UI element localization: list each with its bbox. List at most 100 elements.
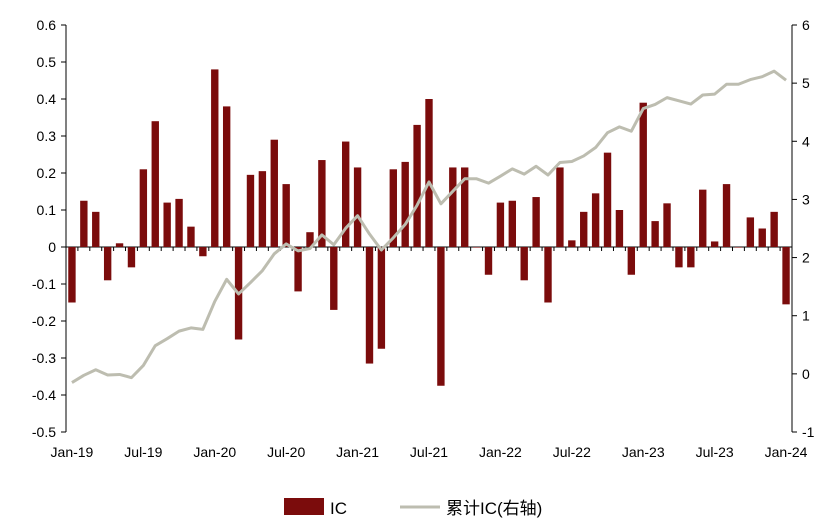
ic-bar	[365, 247, 374, 364]
left-tick-label: -0.5	[32, 424, 56, 440]
ic-bar	[151, 121, 159, 247]
x-tick-label: Jan-20	[193, 444, 236, 460]
right-tick-label: 4	[802, 133, 810, 149]
ic-bar	[330, 247, 338, 310]
ic-bar	[127, 247, 136, 268]
ic-bar	[80, 200, 88, 247]
cumulative-ic-line-group	[71, 69, 787, 384]
cumulative-ic-line	[71, 69, 787, 384]
left-tick-label: 0.5	[37, 54, 57, 70]
ic-bar	[270, 139, 278, 247]
x-tick-label: Jul-20	[267, 444, 305, 460]
left-tick-label: -0.1	[32, 276, 56, 292]
ic-bar	[318, 160, 326, 247]
right-tick-label: 2	[802, 250, 810, 266]
left-tick-label: 0.3	[37, 128, 57, 144]
ic-bar	[401, 161, 409, 247]
ic-bar	[532, 197, 540, 247]
ic-bar	[103, 247, 112, 281]
ic-bar	[508, 200, 517, 247]
ic-bar	[353, 167, 362, 247]
legend: IC 累计IC(右轴)	[284, 498, 542, 518]
ic-bar	[580, 211, 588, 247]
ic-bar	[484, 247, 493, 275]
ic-bar	[306, 232, 314, 247]
left-tick-label: 0.2	[37, 165, 57, 181]
ic-bar	[294, 247, 302, 292]
ic-bar	[746, 217, 755, 247]
ic-bar	[139, 169, 148, 247]
left-tick-label: 0	[48, 239, 56, 255]
ic-bar	[258, 171, 267, 247]
ic-bar	[782, 247, 790, 305]
x-tick-label: Jan-22	[479, 444, 522, 460]
right-tick-label: 3	[802, 191, 810, 207]
x-tick-label: Jan-19	[51, 444, 94, 460]
ic-bar	[341, 141, 350, 247]
legend-label-cumulative: 累计IC(右轴)	[446, 499, 542, 518]
ic-bar	[722, 184, 731, 247]
x-tick-label: Jul-19	[124, 444, 162, 460]
x-tick-label: Jul-21	[410, 444, 448, 460]
ic-bar	[175, 198, 183, 247]
x-tick-label: Jan-23	[622, 444, 665, 460]
ic-bar	[568, 240, 576, 247]
x-tick-label: Jul-22	[553, 444, 591, 460]
left-tick-label: 0.6	[37, 17, 57, 33]
ic-bar	[222, 106, 231, 248]
left-tick-label: 0.4	[37, 91, 57, 107]
ic-bar	[603, 152, 612, 247]
right-tick-label: 1	[802, 308, 810, 324]
ic-bar	[663, 203, 671, 247]
left-tick-label: -0.2	[32, 313, 56, 329]
ic-bar	[437, 247, 445, 386]
axes	[61, 24, 797, 433]
left-tick-label: -0.4	[32, 387, 56, 403]
tick-labels: 0.6 0.5 0.4 0.3 0.2 0.1 0 -0.1 -0.2 -0.3 -0.4 -0.5 6…	[32, 17, 815, 460]
ic-bar	[92, 211, 100, 247]
ic-bar	[472, 247, 481, 248]
ic-bar	[449, 167, 457, 247]
ic-bar	[758, 228, 766, 247]
right-tick-label: -1	[802, 424, 815, 440]
ic-bar	[520, 247, 528, 281]
ic-bar	[710, 241, 719, 247]
legend-label-ic: IC	[330, 499, 347, 518]
ic-bar	[425, 99, 433, 247]
ic-bar	[591, 193, 600, 247]
ic-bar	[675, 247, 683, 268]
x-tick-label: Jan-24	[765, 444, 808, 460]
ic-bar	[544, 247, 552, 303]
right-tick-label: 0	[802, 366, 810, 382]
legend-swatch-ic	[284, 498, 324, 515]
left-tick-label: -0.3	[32, 350, 56, 366]
ic-bars	[68, 69, 790, 386]
ic-bar	[389, 169, 397, 247]
ic-bar	[377, 247, 386, 349]
ic-bar	[246, 174, 255, 247]
right-tick-label: 5	[802, 75, 810, 91]
ic-bar	[187, 226, 195, 247]
ic-bar	[163, 202, 171, 247]
ic-bar	[651, 221, 659, 247]
ic-bar	[734, 247, 743, 248]
ic-bar	[639, 102, 647, 247]
ic-bar	[687, 247, 695, 268]
ic-bar	[413, 124, 421, 247]
ic-bar	[68, 247, 76, 303]
x-tick-label: Jan-21	[336, 444, 379, 460]
ic-bar	[770, 211, 778, 247]
ic-bar	[556, 167, 564, 247]
ic-bar	[627, 247, 636, 275]
ic-bar	[461, 167, 469, 247]
x-tick-label: Jul-23	[696, 444, 734, 460]
ic-bar	[496, 202, 505, 247]
ic-bar	[115, 243, 124, 247]
ic-bar	[199, 247, 207, 257]
left-tick-label: 0.1	[37, 202, 57, 218]
ic-bar	[211, 69, 219, 248]
right-tick-label: 6	[802, 17, 810, 33]
ic-bar	[615, 210, 624, 247]
ic-bar	[282, 184, 290, 247]
